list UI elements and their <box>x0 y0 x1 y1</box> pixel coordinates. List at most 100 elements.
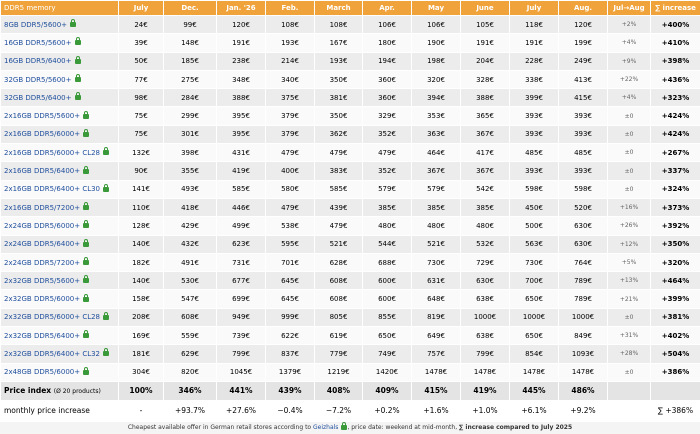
price-cell: 180€ <box>363 34 412 52</box>
price-cell: 580€ <box>266 180 315 198</box>
price-cell: 418€ <box>164 198 217 216</box>
price-cell: 538€ <box>266 217 315 235</box>
price-cell: 479€ <box>315 217 363 235</box>
price-cell: 105€ <box>461 16 510 34</box>
price-cell: 141€ <box>119 180 164 198</box>
price-cell: 199€ <box>559 34 608 52</box>
product-label: 16GB DDR5/5600+ <box>4 39 72 47</box>
product-label: 2x16GB DDR5/6400+ <box>4 167 80 175</box>
price-cell: 379€ <box>266 125 315 143</box>
brand-icon <box>341 425 347 430</box>
cell: +1.0% <box>461 400 510 421</box>
price-cell: +424% <box>651 125 700 143</box>
row-note: (Ø 20 products) <box>54 388 101 395</box>
product-name: 32GB DDR5/6400+ <box>1 89 119 107</box>
price-cell: 532€ <box>461 235 510 253</box>
product-name: 2x16GB DDR5/5600+ <box>1 107 119 125</box>
price-cell: 730€ <box>412 253 461 271</box>
price-cell: 730€ <box>510 253 559 271</box>
product-label: 2x32GB DDR5/6400+ CL32 <box>4 350 100 358</box>
price-cell: 399€ <box>510 89 559 107</box>
cell <box>608 400 651 421</box>
price-cell: 749€ <box>363 345 412 363</box>
price-cell: 446€ <box>217 198 266 216</box>
store-icon <box>103 150 109 155</box>
store-icon <box>83 169 89 174</box>
price-cell: 585€ <box>217 180 266 198</box>
product-label: 32GB DDR5/6400+ <box>4 94 72 102</box>
price-cell: 547€ <box>164 290 217 308</box>
product-label: 32GB DDR5/5600+ <box>4 76 72 84</box>
price-cell: 700€ <box>510 272 559 290</box>
price-cell: 628€ <box>315 253 363 271</box>
price-cell: 491€ <box>164 253 217 271</box>
price-cell: ±0 <box>608 308 651 326</box>
store-icon <box>75 77 81 82</box>
price-cell: 338€ <box>510 70 559 88</box>
column-header: ∑ increase <box>651 1 700 16</box>
price-cell: ±0 <box>608 180 651 198</box>
empty-cell <box>651 381 700 400</box>
price-cell: 464€ <box>412 144 461 162</box>
product-row: 32GB DDR5/5600+77€275€348€340€350€360€32… <box>1 70 700 88</box>
price-cell: 98€ <box>119 89 164 107</box>
product-row: 2x24GB DDR5/7200+182€491€731€701€628€688… <box>1 253 700 271</box>
price-cell: ±0 <box>608 144 651 162</box>
price-cell: 779€ <box>315 345 363 363</box>
price-cell: +26% <box>608 217 651 235</box>
price-cell: +392% <box>651 217 700 235</box>
price-cell: +13% <box>608 272 651 290</box>
price-cell: 381€ <box>315 89 363 107</box>
column-header: Dec. <box>164 1 217 16</box>
price-cell: 158€ <box>119 290 164 308</box>
product-row: 2x32GB DDR5/5600+140€530€677€645€608€600… <box>1 272 700 290</box>
price-cell: 432€ <box>164 235 217 253</box>
price-cell: 24€ <box>119 16 164 34</box>
price-cell: 493€ <box>164 180 217 198</box>
price-cell: +9% <box>608 52 651 70</box>
product-name: 2x24GB DDR5/7200+ <box>1 253 119 271</box>
price-cell: 479€ <box>363 144 412 162</box>
price-cell: 439€ <box>315 198 363 216</box>
price-cell: 1420€ <box>363 363 412 381</box>
price-cell: 649€ <box>412 327 461 345</box>
cell: 100% <box>119 381 164 400</box>
price-cell: 630€ <box>461 272 510 290</box>
price-cell: 949€ <box>217 308 266 326</box>
price-cell: 450€ <box>510 198 559 216</box>
store-icon <box>75 59 81 64</box>
price-cell: 854€ <box>510 345 559 363</box>
cell: −0.4% <box>266 400 315 421</box>
price-cell: 50€ <box>119 52 164 70</box>
price-cell: 1045€ <box>217 363 266 381</box>
price-cell: 388€ <box>461 89 510 107</box>
price-cell: +28% <box>608 345 651 363</box>
price-cell: 118€ <box>510 16 559 34</box>
price-cell: 299€ <box>164 107 217 125</box>
cell: 486% <box>559 381 608 400</box>
footer-brand: Geizhals <box>313 424 338 431</box>
price-cell: 645€ <box>266 290 315 308</box>
price-cell: +400% <box>651 16 700 34</box>
product-name: 2x16GB DDR5/7200+ <box>1 198 119 216</box>
price-cell: 1478€ <box>412 363 461 381</box>
price-cell: 191€ <box>461 34 510 52</box>
store-icon <box>75 95 81 100</box>
product-label: 2x16GB DDR5/5600+ <box>4 112 80 120</box>
cell: 409% <box>363 381 412 400</box>
column-header: Feb. <box>266 1 315 16</box>
price-cell: 608€ <box>315 272 363 290</box>
price-cell: 485€ <box>510 144 559 162</box>
product-name: 2x16GB DDR5/6400+ CL30 <box>1 180 119 198</box>
price-cell: 393€ <box>510 162 559 180</box>
product-name: 16GB DDR5/6400+ <box>1 52 119 70</box>
store-icon <box>70 22 76 27</box>
price-cell: 598€ <box>559 180 608 198</box>
price-cell: 360€ <box>363 89 412 107</box>
price-cell: 75€ <box>119 125 164 143</box>
price-cell: 363€ <box>412 125 461 143</box>
price-cell: 132€ <box>119 144 164 162</box>
price-cell: 394€ <box>412 89 461 107</box>
price-cell: 650€ <box>510 327 559 345</box>
